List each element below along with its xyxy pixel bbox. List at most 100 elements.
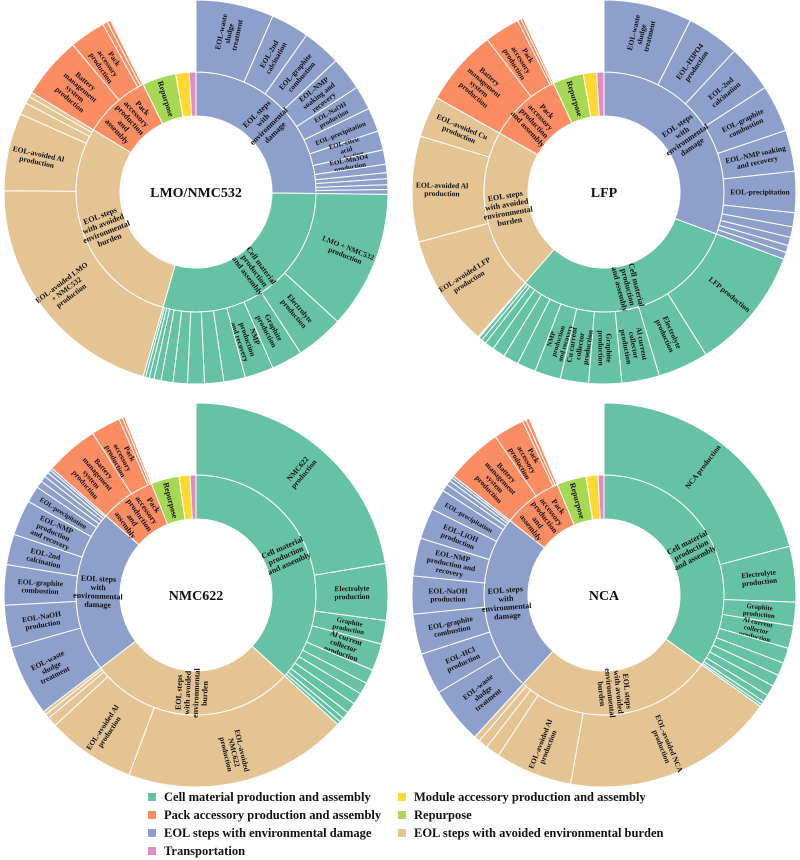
legend-label-repurpose: Repurpose [414, 807, 472, 822]
inner-segment-label: Cell materialproductionand assembly [610, 261, 647, 312]
segment-label-line: production [430, 595, 466, 604]
outer-segment-label: EOL-avoided Alproduction [416, 180, 469, 198]
outer-segment-label: EOL-NMPproduction andrecovery [424, 547, 478, 582]
outer-ring-gap [163, 0, 190, 74]
inner-segment-label: Packaccessoryproductionandassembly [111, 487, 169, 543]
legend-swatch-module [398, 793, 406, 801]
segment-label-line: production [743, 610, 776, 620]
outer-ring-gap [529, 405, 587, 485]
segment-label-line: burden [596, 681, 608, 707]
legend-label-eol-damage: EOL steps with environmental damage [164, 825, 372, 840]
inner-ring-segment [189, 474, 197, 520]
segment-label-line: EOL-avoided Al [416, 180, 468, 190]
legend-row: Pack accessory production and assembly R… [148, 806, 708, 824]
inner-segment-label: Packaccessoryproductionandassembly [516, 489, 574, 546]
legend-swatch-cell [148, 793, 156, 801]
outer-ring-segment [195, 402, 386, 576]
segment-label-line: damage [494, 610, 522, 621]
chart-title: LFP [591, 186, 618, 201]
chart-title: LMO/NMC532 [150, 186, 242, 201]
segment-label-line: combustion [21, 585, 59, 596]
legend-label-module: Module accessory production and assembly [414, 789, 646, 804]
segment-label-line: damage [84, 600, 111, 610]
outer-segment-label: NMPproductionand recovery [229, 315, 267, 363]
segment-label-line: with avoided [182, 670, 193, 715]
segment-label-line: EOL-NaOH [428, 586, 467, 595]
segment-label-line: Graphite [604, 333, 613, 363]
segment-label-line: burden [497, 215, 524, 228]
outer-ring-gap [111, 2, 176, 85]
sunburst-chart: EOL-wastesludgetreatmentEOL-2ndcalcinati… [3, 0, 389, 385]
inner-segment-label: EOL stepswithenvironmentaldamage [73, 573, 125, 610]
legend-swatch-transport [148, 847, 156, 855]
outer-ring-gap [592, 0, 604, 73]
segment-label-line: production [424, 189, 460, 199]
legend-item-eol-damage: EOL steps with environmental damage [148, 826, 398, 841]
legend-label-cell: Cell material production and assembly [164, 789, 371, 804]
segment-label-line: burden [200, 680, 210, 706]
outer-segment-label: EOL-graphitecombustion [17, 577, 64, 597]
legend-row: Transportation [148, 842, 708, 860]
sunburst-charts: EOL-wastesludgetreatmentEOL-2ndcalcinati… [3, 0, 797, 788]
outer-ring-gap [185, 0, 196, 73]
segment-label-line: EOL steps [487, 584, 523, 596]
sunburst-chart: NCA productionElectrolyteproductionGraph… [411, 402, 797, 788]
inner-ring-segment [597, 474, 605, 520]
legend-label-eol-avoided: EOL steps with avoided environmental bur… [414, 825, 664, 840]
segment-label-line: EOL-precipitation [730, 187, 790, 196]
legend-item-repurpose: Repurpose [398, 808, 698, 823]
chart-title: NMC622 [169, 589, 223, 604]
segment-label-line: EOL-graphite [18, 577, 65, 588]
segment-label-line: EOL steps [621, 673, 634, 709]
segment-label-line: NMP [546, 331, 557, 348]
legend-item-cell: Cell material production and assembly [148, 790, 398, 805]
outer-segment-label: Graphiteproduction [743, 603, 776, 620]
outer-ring-gap [594, 403, 604, 476]
outer-segment-label: EOL-precipitation [730, 187, 790, 196]
legend-label-transport: Transportation [164, 843, 246, 858]
legend-item-eol-avoided: EOL steps with avoided environmental bur… [398, 826, 698, 841]
segment-label-line: with [90, 583, 106, 593]
outer-segment-label: Graphiteproduction [596, 330, 613, 366]
segment-label-line: production [741, 575, 778, 588]
outer-segment-label: Electrolyteproduction [334, 584, 370, 602]
segment-label-line: with [498, 594, 514, 604]
chart-title: NCA [589, 589, 620, 604]
segment-label-line: production [334, 592, 370, 602]
segment-label-line: production [596, 330, 605, 366]
inner-ring-segment [188, 71, 197, 117]
inner-segment-label: EOL stepswith avoidedenvironmentalburden [173, 667, 210, 719]
outer-ring-gap [124, 404, 179, 484]
legend-row: EOL steps with environmental damage EOL … [148, 824, 708, 842]
segment-label-line: Electrolyte [741, 567, 777, 580]
segment-label-line: environmental [191, 667, 202, 718]
inner-segment-label: EOL stepswithenvironmentaldamage [480, 584, 533, 623]
legend-item-pack: Pack accessory production and assembly [148, 808, 398, 823]
outer-segment-label: Electrolyteproduction [741, 567, 779, 588]
legend: Cell material production and assembly Mo… [148, 788, 708, 860]
segment-label-line: acid [340, 146, 354, 156]
legend-swatch-pack [148, 811, 156, 819]
segment-label-line: EOL steps [174, 674, 185, 710]
segment-label-line: Electrolyte [334, 584, 370, 594]
legend-item-module: Module accessory production and assembly [398, 790, 698, 805]
segment-label-line: environmental [482, 601, 533, 614]
legend-swatch-eol-damage [148, 829, 156, 837]
legend-item-transport: Transportation [148, 844, 398, 859]
segment-label-line: environmental [73, 591, 124, 602]
inner-segment-label: EOL stepswith avoidedenvironmentalburden [480, 187, 536, 230]
legend-swatch-repurpose [398, 811, 406, 819]
outer-ring-gap [168, 403, 191, 477]
inner-ring-segment [596, 71, 605, 117]
segment-label-line: Graphite [746, 603, 773, 613]
legend-row: Cell material production and assembly Mo… [148, 788, 708, 806]
segment-label-line: collector [573, 331, 586, 360]
outer-ring-gap [570, 0, 597, 74]
outer-ring-gap [523, 2, 584, 84]
legend-swatch-eol-avoided [398, 829, 406, 837]
segment-label-line: sludge [223, 22, 236, 44]
sunburst-chart: EOL-wastesludgetreatmentEOL-H3PO4product… [411, 0, 797, 385]
outer-ring-gap [186, 403, 196, 476]
legend-label-pack: Pack accessory production and assembly [164, 807, 382, 822]
segment-label-line: EOL steps [81, 574, 117, 584]
